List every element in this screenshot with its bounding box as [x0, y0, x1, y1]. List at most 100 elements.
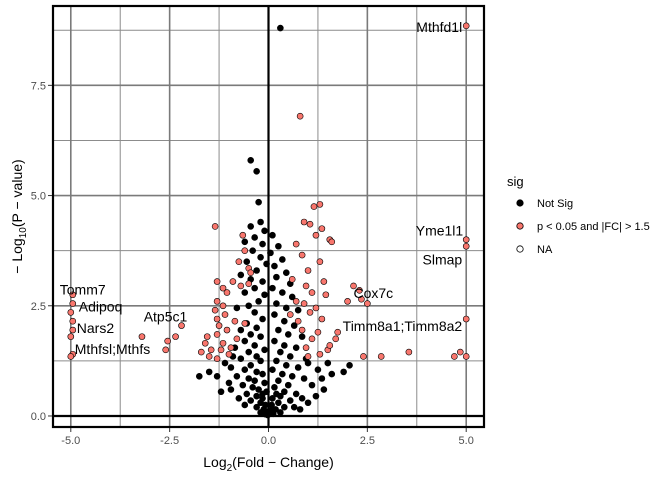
y-axis-label: − Log10(P − value) [9, 159, 29, 273]
point-not-sig [273, 273, 280, 281]
point-significant [312, 304, 320, 312]
point-significant [350, 282, 357, 290]
point-significant [217, 346, 225, 354]
point-not-sig [277, 24, 284, 32]
point-not-sig [294, 364, 302, 371]
point-significant [296, 112, 304, 120]
point-not-sig [290, 322, 298, 329]
point-significant [69, 317, 77, 325]
legend-title: sig [507, 174, 524, 189]
point-not-sig [259, 315, 266, 323]
point-significant [360, 353, 367, 360]
point-not-sig [324, 359, 332, 367]
x-tick-label: 0.0 [261, 435, 276, 447]
x-axis-ticks: -5.0 -2.5 0.0 2.5 5.0 [61, 428, 474, 447]
point-significant [310, 203, 318, 210]
point-not-sig [346, 361, 353, 369]
point-significant [292, 298, 300, 305]
y-tick-label: 7.5 [31, 80, 46, 92]
point-significant [462, 315, 470, 323]
point-significant [245, 280, 253, 288]
point-label: Cox7c [354, 285, 394, 301]
point-label: Tomm7 [60, 282, 106, 298]
point-significant [67, 309, 75, 316]
point-not-sig [328, 370, 336, 378]
point-not-sig [282, 269, 290, 277]
point-significant [215, 322, 223, 329]
point-significant [306, 220, 314, 228]
point-not-sig [247, 223, 255, 230]
point-label: Mthfd1l [416, 19, 462, 35]
point-significant [302, 344, 310, 351]
point-significant [203, 333, 211, 340]
point-not-sig [267, 407, 275, 414]
point-not-sig [249, 247, 256, 254]
point-significant [229, 278, 237, 285]
point-not-sig [269, 231, 276, 239]
point-significant [328, 238, 336, 246]
point-not-sig [253, 392, 260, 400]
point-significant [364, 300, 371, 307]
point-not-sig [259, 278, 266, 285]
point-not-sig [217, 388, 225, 396]
point-significant [213, 298, 221, 305]
point-not-sig [247, 397, 255, 404]
point-label: Adipoq [79, 299, 123, 315]
point-significant [211, 306, 219, 314]
point-not-sig [284, 331, 292, 338]
point-label: Slmap [423, 251, 463, 267]
point-significant [288, 276, 296, 283]
point-significant [334, 328, 341, 336]
point-not-sig [257, 333, 264, 340]
point-not-sig [320, 386, 328, 393]
point-not-sig [251, 377, 258, 385]
x-tick-label: -5.0 [61, 435, 80, 447]
point-not-sig [300, 375, 308, 382]
point-not-sig [279, 289, 286, 296]
point-not-sig [253, 324, 260, 332]
point-not-sig [282, 361, 290, 369]
point-significant [69, 326, 77, 334]
point-not-sig [225, 379, 233, 387]
point-not-sig [227, 364, 235, 371]
point-not-sig [249, 384, 256, 391]
point-significant [308, 289, 316, 296]
x-axis-label: Log2(Fold − Change) [203, 454, 333, 474]
point-significant [231, 317, 239, 325]
point-significant [235, 258, 243, 265]
point-not-sig [257, 253, 264, 261]
point-significant [316, 258, 324, 265]
point-significant [326, 342, 334, 349]
point-significant [302, 282, 310, 290]
point-not-sig [237, 271, 245, 279]
point-labels: Mthfd1l Yme1l1 Slmap Cox7c Timm8a1;Timm8a2 To… [60, 19, 464, 357]
point-significant [304, 353, 312, 360]
point-significant [332, 335, 340, 343]
x-axis-label-subscript: 2 [227, 463, 233, 474]
point-significant [223, 326, 231, 334]
point-not-sig [277, 409, 284, 416]
x-tick-label: -2.5 [160, 435, 179, 447]
y-axis-label-subscript: 10 [18, 227, 29, 239]
point-label: Mthfsl;Mthfs [75, 341, 150, 357]
point-significant [318, 315, 326, 323]
point-not-sig [273, 357, 280, 365]
point-significant [197, 348, 205, 356]
point-not-sig [294, 306, 302, 314]
point-significant [300, 300, 308, 307]
y-tick-label: 2.5 [31, 301, 46, 313]
point-not-sig [245, 302, 253, 310]
point-significant [172, 333, 179, 340]
point-not-sig [312, 392, 320, 400]
panel-border [51, 4, 486, 429]
point-significant [294, 317, 302, 325]
point-significant [312, 231, 320, 239]
point-not-sig [235, 395, 243, 402]
point-significant [314, 328, 322, 336]
legend-key [516, 222, 524, 230]
point-significant [316, 350, 324, 358]
point-not-sig [253, 403, 260, 411]
point-significant [462, 22, 470, 30]
point-not-sig [296, 406, 304, 413]
